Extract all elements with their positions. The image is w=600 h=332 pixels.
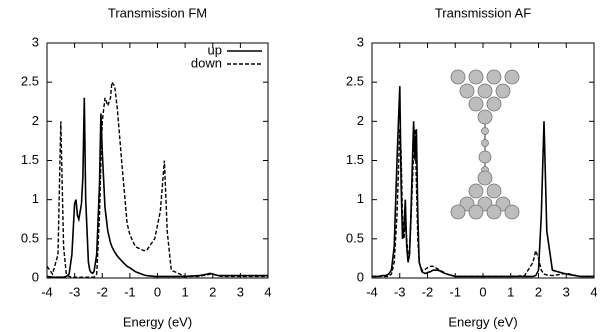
legend-label: up [208,42,222,57]
chart-title: Transmission FM [108,5,207,20]
x-tick-label: 0 [479,284,486,299]
x-tick-label: 0 [154,284,161,299]
series-line [372,86,594,278]
x-tick-label: 1 [182,284,189,299]
x-tick-label: 1 [507,284,514,299]
x-tick-label: 4 [590,284,597,299]
y-tick-label: 0 [32,269,39,284]
y-tick-label: 0.5 [346,230,364,245]
x-tick-label: -4 [366,284,378,299]
y-tick-label: 1 [32,191,39,206]
x-tick-label: 2 [209,284,216,299]
x-tick-label: 2 [535,284,542,299]
x-tick-label: 3 [237,284,244,299]
series-line [372,129,594,278]
x-tick-label: -3 [69,284,81,299]
chart-title: Transmission AF [435,5,531,20]
y-tick-label: 0 [357,269,364,284]
x-tick-label: 3 [563,284,570,299]
x-tick-label: -4 [41,284,53,299]
x-tick-label: -2 [96,284,108,299]
x-tick-label: -1 [124,284,136,299]
y-tick-label: 1.5 [21,152,39,167]
x-tick-label: -3 [394,284,406,299]
series-line [46,97,268,278]
y-tick-label: 2 [32,113,39,128]
y-tick-label: 0.5 [21,230,39,245]
y-tick-label: 2.5 [346,74,364,89]
x-tick-label: -1 [449,284,461,299]
y-tick-label: 2 [357,113,364,128]
x-axis-label: Energy (eV) [123,314,192,329]
x-tick-label: -2 [422,284,434,299]
series-line [46,80,268,278]
legend-label: down [191,55,222,70]
y-tick-label: 1.5 [346,152,364,167]
x-axis-label: Energy (eV) [448,314,517,329]
y-tick-label: 1 [357,191,364,206]
x-tick-label: 4 [264,284,271,299]
y-tick-label: 3 [32,34,39,49]
molecule-inset [450,69,520,220]
y-tick-label: 2.5 [21,74,39,89]
y-tick-label: 3 [357,34,364,49]
plot-frame [46,42,269,279]
